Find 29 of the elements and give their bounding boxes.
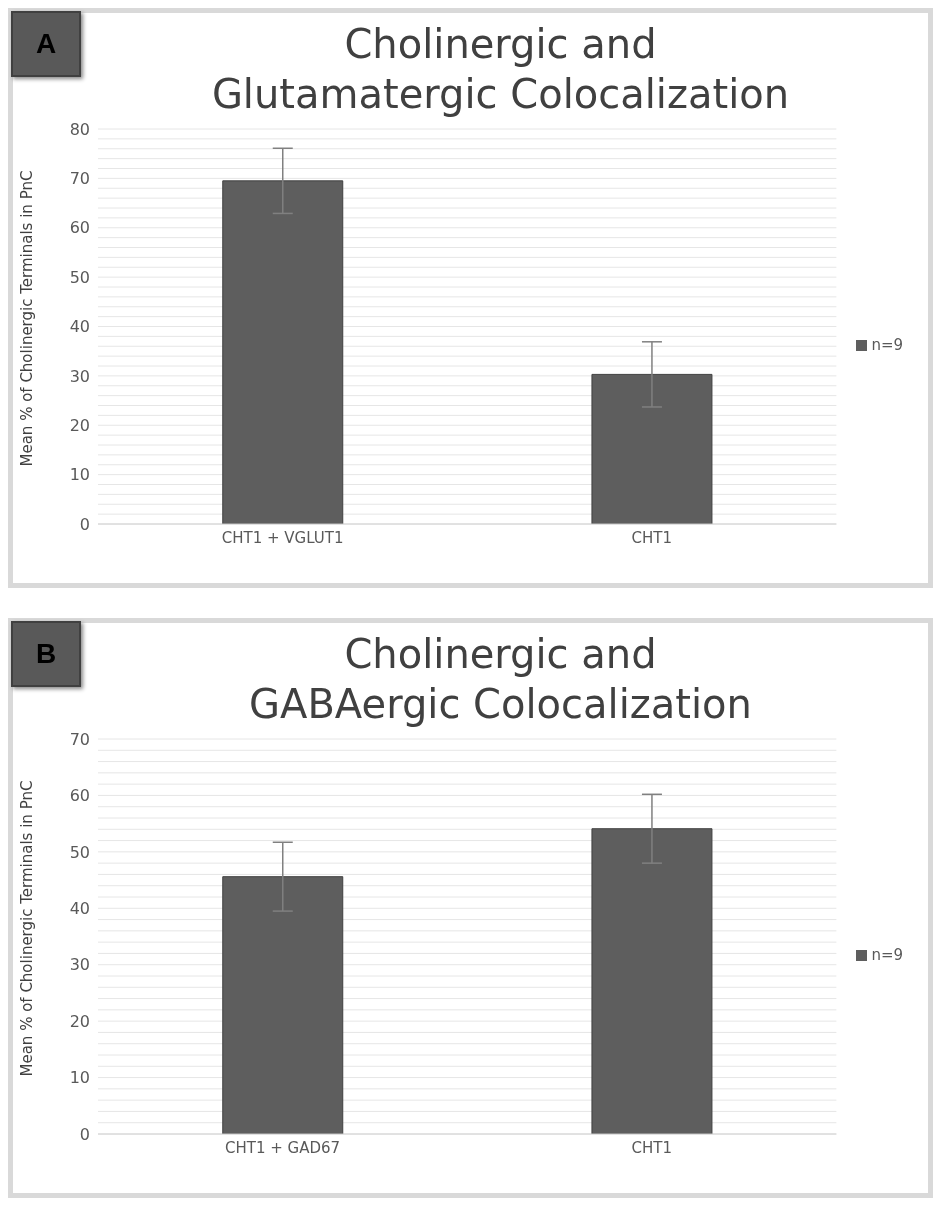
y-tick-label: 30 (69, 366, 90, 386)
y-tick-label: 0 (79, 1124, 90, 1144)
x-tick-label: CHT1 (631, 1138, 673, 1157)
legend-label: n=9 (871, 335, 903, 354)
y-tick-label: 20 (69, 1011, 90, 1031)
y-tick-label: 20 (69, 415, 90, 435)
y-tick-label: 0 (79, 514, 90, 534)
x-tick-label: CHT1 + VGLUT1 (221, 528, 344, 547)
chart-title: Cholinergic and GABAergic Colocalization (248, 630, 753, 729)
y-tick-label: 70 (69, 169, 90, 189)
x-tick-label: CHT1 (631, 528, 673, 547)
y-tick-label: 40 (69, 317, 90, 337)
y-tick-label: 10 (69, 1068, 90, 1088)
y-tick-label: 60 (69, 218, 90, 238)
y-tick-label: 50 (69, 842, 90, 862)
text: B (11, 621, 81, 687)
y-tick-label: 70 (69, 729, 90, 749)
legend-label: n=9 (871, 945, 903, 964)
x-tick-label: CHT1 + GAD67 (225, 1138, 341, 1157)
y-axis-title: Mean % of Cholinergic Terminals in PnC (18, 170, 37, 467)
y-tick-label: 40 (69, 898, 90, 918)
chart-title: Cholinergic and Glutamatergic Colocalization (210, 20, 791, 119)
y-tick-label: 80 (69, 119, 90, 139)
y-axis-title: Mean % of Cholinergic Terminals in PnC (18, 780, 37, 1077)
text: A (11, 11, 81, 77)
y-tick-label: 30 (69, 955, 90, 975)
y-tick-label: 60 (69, 786, 90, 806)
y-tick-label: 10 (69, 465, 90, 485)
y-tick-label: 50 (69, 267, 90, 287)
